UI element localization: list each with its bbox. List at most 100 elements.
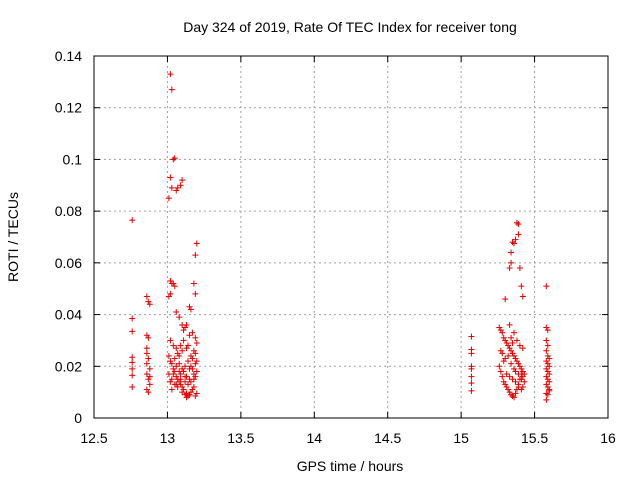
- data-point: [146, 365, 153, 372]
- data-point: [516, 342, 523, 349]
- chart-title: Day 324 of 2019, Rate Of TEC Index for r…: [183, 19, 517, 35]
- data-point: [544, 327, 551, 334]
- data-point: [515, 360, 522, 367]
- x-tick-label: 12.5: [80, 430, 107, 446]
- data-point: [167, 358, 174, 365]
- data-point: [544, 352, 551, 359]
- data-point: [176, 360, 183, 367]
- data-point: [179, 389, 186, 396]
- data-point: [544, 383, 551, 390]
- data-point: [497, 368, 504, 375]
- data-point: [187, 389, 194, 396]
- data-point: [186, 332, 193, 339]
- data-point: [506, 389, 513, 396]
- data-point: [544, 376, 551, 383]
- data-point: [513, 337, 520, 344]
- data-point: [468, 387, 475, 394]
- data-point: [505, 352, 512, 359]
- data-point: [146, 373, 153, 380]
- data-point: [508, 360, 515, 367]
- data-point: [503, 383, 510, 390]
- data-point: [168, 86, 175, 93]
- data-point: [174, 383, 181, 390]
- data-point: [180, 386, 187, 393]
- data-point: [165, 352, 172, 359]
- data-point: [543, 396, 550, 403]
- data-point: [170, 365, 177, 372]
- data-point: [190, 376, 197, 383]
- x-tick-label: 13.5: [227, 430, 254, 446]
- data-point: [171, 283, 178, 290]
- data-point: [508, 391, 515, 398]
- data-point: [544, 360, 551, 367]
- plot-frame: [93, 55, 609, 419]
- x-tick-label: 14.5: [374, 430, 401, 446]
- data-point: [511, 365, 518, 372]
- data-point: [468, 373, 475, 380]
- data-point: [511, 329, 518, 336]
- y-tick-label: 0.02: [55, 358, 82, 374]
- data-point: [192, 350, 199, 357]
- data-point: [512, 355, 519, 362]
- data-point: [179, 365, 186, 372]
- data-point: [508, 249, 515, 256]
- data-point: [165, 293, 172, 300]
- data-point: [506, 321, 513, 328]
- data-point: [506, 345, 513, 352]
- data-point: [512, 368, 519, 375]
- data-point: [174, 350, 181, 357]
- data-point: [546, 378, 553, 385]
- data-point: [544, 342, 551, 349]
- data-point: [192, 393, 199, 400]
- data-point: [515, 231, 522, 238]
- data-point: [173, 187, 180, 194]
- data-point: [177, 182, 184, 189]
- data-point: [546, 371, 553, 378]
- data-point: [519, 373, 526, 380]
- data-point: [177, 342, 184, 349]
- data-point: [146, 301, 153, 308]
- data-point: [516, 265, 523, 272]
- data-point: [190, 371, 197, 378]
- data-point: [168, 184, 175, 191]
- data-point: [546, 363, 553, 370]
- data-point: [186, 303, 193, 310]
- data-point: [193, 390, 200, 397]
- data-point: [167, 71, 174, 78]
- data-point: [516, 363, 523, 370]
- data-point: [143, 293, 150, 300]
- data-point: [174, 184, 181, 191]
- data-point: [502, 337, 509, 344]
- data-point: [143, 360, 150, 367]
- data-point: [183, 345, 190, 352]
- data-point: [192, 373, 199, 380]
- data-point: [509, 393, 516, 400]
- y-tick-label: 0.1: [63, 151, 83, 167]
- data-point: [184, 342, 191, 349]
- data-point: [173, 381, 180, 388]
- data-point: [146, 381, 153, 388]
- data-point: [543, 337, 550, 344]
- data-point: [184, 381, 191, 388]
- y-tick-label: 0.06: [55, 255, 82, 271]
- data-point: [143, 332, 150, 339]
- data-point: [499, 373, 506, 380]
- data-point: [543, 358, 550, 365]
- data-point: [165, 195, 172, 202]
- data-point: [168, 386, 175, 393]
- data-point: [171, 355, 178, 362]
- data-point: [546, 355, 553, 362]
- data-point: [187, 352, 194, 359]
- data-point: [502, 355, 509, 362]
- data-point: [502, 381, 509, 388]
- y-tick-label: 0.14: [55, 48, 82, 64]
- x-tick-label: 14: [306, 430, 322, 446]
- data-point: [468, 365, 475, 372]
- data-point: [167, 290, 174, 297]
- data-point: [182, 363, 189, 370]
- data-point: [183, 321, 190, 328]
- data-point: [496, 324, 503, 331]
- data-point: [518, 386, 525, 393]
- data-point: [468, 350, 475, 357]
- data-point: [129, 328, 136, 335]
